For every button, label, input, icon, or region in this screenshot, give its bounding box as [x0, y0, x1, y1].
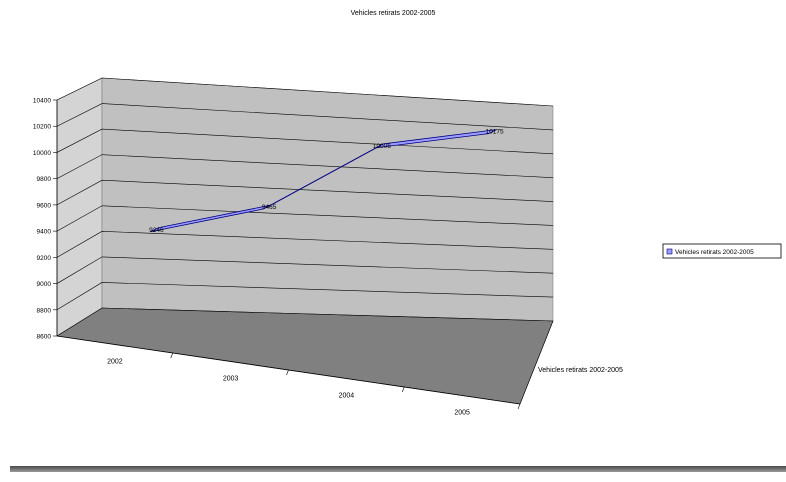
x-tick-mark: [401, 386, 405, 393]
y-tick-label: 9600: [37, 202, 52, 209]
data-label: 10175: [486, 129, 504, 136]
y-tick-label: 10400: [33, 98, 51, 105]
bottom-scroll-bar: [10, 466, 786, 472]
data-labels: 9246 9465 10006 10175: [149, 129, 504, 234]
x-tick-mark: [170, 352, 174, 359]
y-axis-ticks: 8600 8800 9000 9200 9400 9600 9800 10000 10200 10…: [33, 98, 57, 341]
series-line: [150, 129, 497, 233]
gridline: [56, 307, 554, 337]
y-tick-label: 8600: [37, 334, 52, 341]
gridline: [56, 282, 554, 311]
gridline: [56, 128, 554, 155]
chart-walls: [56, 77, 554, 405]
y-tick-label: 9800: [37, 176, 52, 183]
x-tick-label: 2004: [339, 393, 355, 400]
data-label: 9246: [149, 227, 164, 234]
y-tick-label: 10200: [33, 124, 51, 131]
depth-axis-label: Vehicles retirats 2002-2005: [538, 367, 623, 374]
data-label: 10006: [373, 143, 391, 150]
depth-axis-line: [519, 320, 554, 405]
x-tick-label: 2003: [223, 376, 239, 383]
gridline: [56, 256, 554, 284]
gridline: [56, 231, 554, 258]
y-tick-label: 8800: [37, 307, 52, 314]
y-tick-label: 9000: [37, 281, 52, 288]
legend-box: [662, 243, 782, 259]
x-tick-label: 2002: [107, 359, 123, 366]
gridline: [56, 77, 554, 107]
legend-label: Vehicles retirats 2002-2005: [675, 249, 754, 256]
chart-gridlines: [56, 77, 554, 337]
y-tick-label: 10000: [33, 150, 51, 157]
x-tick-mark: [286, 369, 289, 376]
legend-swatch: [666, 248, 673, 255]
x-tick-mark: [517, 403, 521, 410]
x-axis-ticks: 2002 2003 2004 2005: [107, 352, 521, 417]
chart-floor: [56, 307, 554, 405]
left-wall: [56, 77, 103, 337]
y-tick-label: 9400: [37, 229, 52, 236]
gridline: [56, 179, 554, 206]
gridline: [56, 205, 554, 232]
series-segment: [375, 129, 497, 149]
gridline: [56, 103, 554, 131]
legend: Vehicles retirats 2002-2005: [662, 243, 782, 259]
x-tick-label: 2005: [454, 410, 470, 417]
data-label: 9465: [262, 204, 277, 211]
gridline: [56, 154, 554, 179]
chart-title: Vehicles retirats 2002-2005: [351, 10, 436, 17]
y-tick-label: 9200: [37, 255, 52, 262]
